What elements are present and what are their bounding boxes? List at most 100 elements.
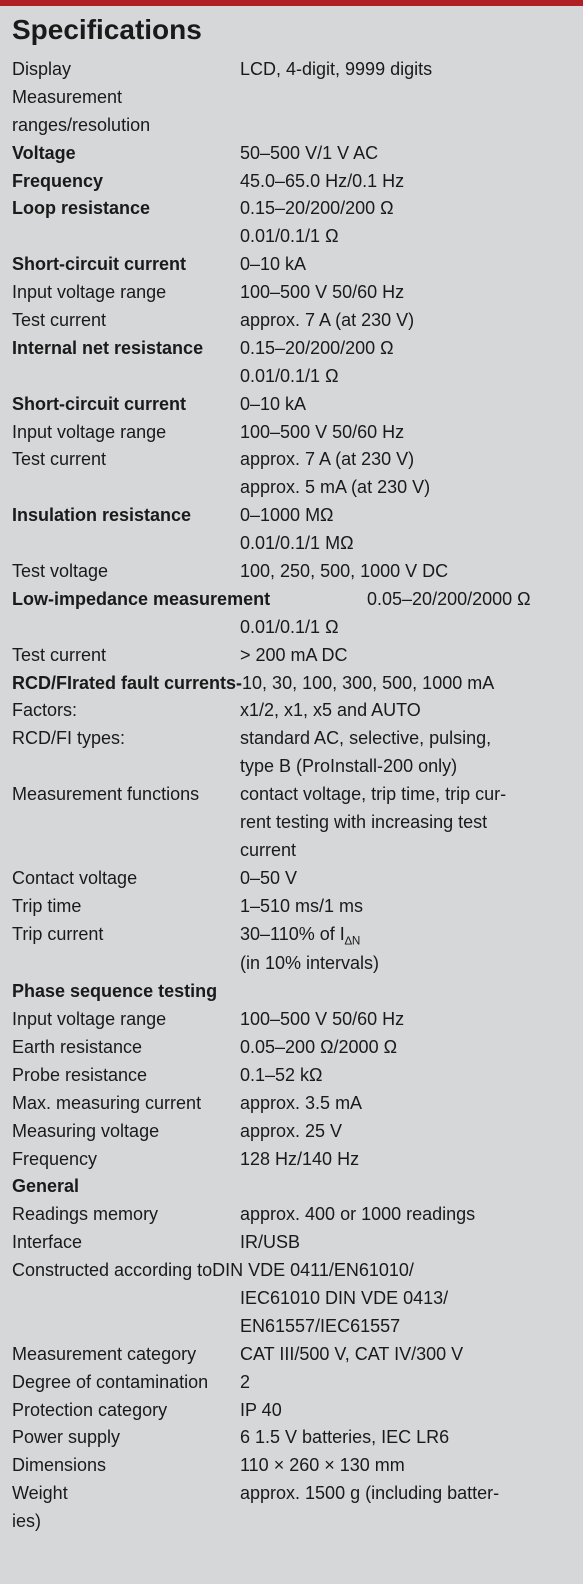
spec-row: Phase sequence testing <box>12 978 571 1006</box>
spec-row: RCD/FI types:standard AC, selective, pul… <box>12 725 571 753</box>
panel-title: Specifications <box>12 14 571 46</box>
spec-label <box>12 1285 240 1313</box>
spec-label: Weight <box>12 1480 240 1508</box>
spec-row: current <box>12 837 571 865</box>
spec-row: 0.01/0.1/1 Ω <box>12 223 571 251</box>
spec-label: Phase sequence testing <box>12 978 240 1006</box>
spec-value: type B (ProInstall-200 only) <box>240 753 571 781</box>
spec-row: 0.01/0.1/1 MΩ <box>12 530 571 558</box>
spec-label: Input voltage range <box>12 1006 240 1034</box>
spec-label: Test voltage <box>12 558 240 586</box>
spec-value: 110 × 260 × 130 mm <box>240 1452 571 1480</box>
spec-label: General <box>12 1173 240 1201</box>
spec-label: Power supply <box>12 1424 240 1452</box>
spec-label: Probe resistance <box>12 1062 240 1090</box>
spec-row: Measurement functionscontact voltage, tr… <box>12 781 571 809</box>
spec-panel: Specifications DisplayLCD, 4-digit, 9999… <box>0 0 583 1548</box>
spec-label: Test current <box>12 307 240 335</box>
spec-row: Constructed according toDIN VDE 0411/EN6… <box>12 1257 571 1285</box>
spec-value: CAT III/500 V, CAT IV/300 V <box>240 1341 571 1369</box>
spec-label: Display <box>12 56 240 84</box>
spec-row: Input voltage range100–500 V 50/60 Hz <box>12 1006 571 1034</box>
spec-value: approx. 400 or 1000 readings <box>240 1201 571 1229</box>
spec-row: Trip time1–510 ms/1 ms <box>12 893 571 921</box>
spec-row: Low-impedance measurement0.05–20/200/200… <box>12 586 571 614</box>
spec-label: Measuring voltage <box>12 1118 240 1146</box>
spec-label: Short-circuit current <box>12 251 240 279</box>
spec-label: Voltage <box>12 140 240 168</box>
spec-value: IR/USB <box>240 1229 571 1257</box>
spec-value: 0–10 kA <box>240 391 571 419</box>
spec-row: Internal net resistance0.15–20/200/200 Ω <box>12 335 571 363</box>
spec-value: current <box>240 837 571 865</box>
spec-label: Frequency <box>12 168 240 196</box>
spec-value: 100–500 V 50/60 Hz <box>240 1006 571 1034</box>
spec-label: Input voltage range <box>12 279 240 307</box>
spec-value: 0.15–20/200/200 Ω <box>240 195 571 223</box>
spec-value: 0–10 kA <box>240 251 571 279</box>
spec-row: Test currentapprox. 7 A (at 230 V) <box>12 446 571 474</box>
spec-label <box>12 950 240 978</box>
spec-row: Input voltage range100–500 V 50/60 Hz <box>12 279 571 307</box>
spec-row: RCD/FIrated fault currents-10, 30, 100, … <box>12 670 571 698</box>
spec-row: Max. measuring currentapprox. 3.5 mA <box>12 1090 571 1118</box>
spec-label: Dimensions <box>12 1452 240 1480</box>
spec-value: > 200 mA DC <box>240 642 571 670</box>
spec-label <box>12 837 240 865</box>
spec-value: 0.01/0.1/1 Ω <box>240 363 571 391</box>
spec-value: 0.01/0.1/1 MΩ <box>240 530 571 558</box>
spec-row: IEC61010 DIN VDE 0413/ <box>12 1285 571 1313</box>
spec-label: Readings memory <box>12 1201 240 1229</box>
spec-label: RCD/FI types: <box>12 725 240 753</box>
spec-value: LCD, 4-digit, 9999 digits <box>240 56 571 84</box>
spec-row: type B (ProInstall-200 only) <box>12 753 571 781</box>
spec-row: Degree of contamination2 <box>12 1369 571 1397</box>
spec-label: Protection category <box>12 1397 240 1425</box>
spec-value: approx. 1500 g (including batter- <box>240 1480 571 1508</box>
spec-value: 30–110% of I∆N <box>240 921 571 951</box>
spec-value: 100, 250, 500, 1000 V DC <box>240 558 571 586</box>
spec-value: 100–500 V 50/60 Hz <box>240 279 571 307</box>
spec-value: approx. 5 mA (at 230 V) <box>240 474 571 502</box>
spec-value: IEC61010 DIN VDE 0413/ <box>240 1285 571 1313</box>
spec-value: 45.0–65.0 Hz/0.1 Hz <box>240 168 571 196</box>
spec-row: Dimensions110 × 260 × 130 mm <box>12 1452 571 1480</box>
spec-row: Earth resistance0.05–200 Ω/2000 Ω <box>12 1034 571 1062</box>
spec-value: (in 10% intervals) <box>240 950 571 978</box>
spec-value: approx. 7 A (at 230 V) <box>240 307 571 335</box>
spec-row: Readings memoryapprox. 400 or 1000 readi… <box>12 1201 571 1229</box>
spec-row: Weightapprox. 1500 g (including batter- <box>12 1480 571 1508</box>
spec-label <box>12 753 240 781</box>
spec-label <box>12 474 240 502</box>
spec-row: General <box>12 1173 571 1201</box>
spec-label: Degree of contamination <box>12 1369 240 1397</box>
spec-value: 0.01/0.1/1 Ω <box>240 223 571 251</box>
spec-row: InterfaceIR/USB <box>12 1229 571 1257</box>
spec-value: 6 1.5 V batteries, IEC LR6 <box>240 1424 571 1452</box>
spec-value: 0–1000 MΩ <box>240 502 571 530</box>
spec-row: Test voltage100, 250, 500, 1000 V DC <box>12 558 571 586</box>
spec-value: contact voltage, trip time, trip cur- <box>240 781 571 809</box>
spec-label <box>12 363 240 391</box>
spec-label: Input voltage range <box>12 419 240 447</box>
spec-label <box>12 223 240 251</box>
spec-row: 0.01/0.1/1 Ω <box>12 614 571 642</box>
spec-row: Measurement categoryCAT III/500 V, CAT I… <box>12 1341 571 1369</box>
spec-value: rent testing with increasing test <box>240 809 571 837</box>
spec-label: Frequency <box>12 1146 240 1174</box>
spec-label: Measurement functions <box>12 781 240 809</box>
spec-row: ies) <box>12 1508 571 1536</box>
spec-row: Voltage50–500 V/1 V AC <box>12 140 571 168</box>
spec-label: Low-impedance measurement <box>12 586 367 614</box>
spec-row: Test currentapprox. 7 A (at 230 V) <box>12 307 571 335</box>
spec-label: Measurement category <box>12 1341 240 1369</box>
spec-value: 0.1–52 kΩ <box>240 1062 571 1090</box>
spec-value: 0.01/0.1/1 Ω <box>240 614 571 642</box>
spec-value: 2 <box>240 1369 571 1397</box>
spec-row: EN61557/IEC61557 <box>12 1313 571 1341</box>
spec-label: Measurement ranges/resolution <box>12 84 240 140</box>
spec-label <box>12 614 240 642</box>
spec-value: approx. 3.5 mA <box>240 1090 571 1118</box>
spec-row: approx. 5 mA (at 230 V) <box>12 474 571 502</box>
spec-row: Trip current30–110% of I∆N <box>12 921 571 951</box>
